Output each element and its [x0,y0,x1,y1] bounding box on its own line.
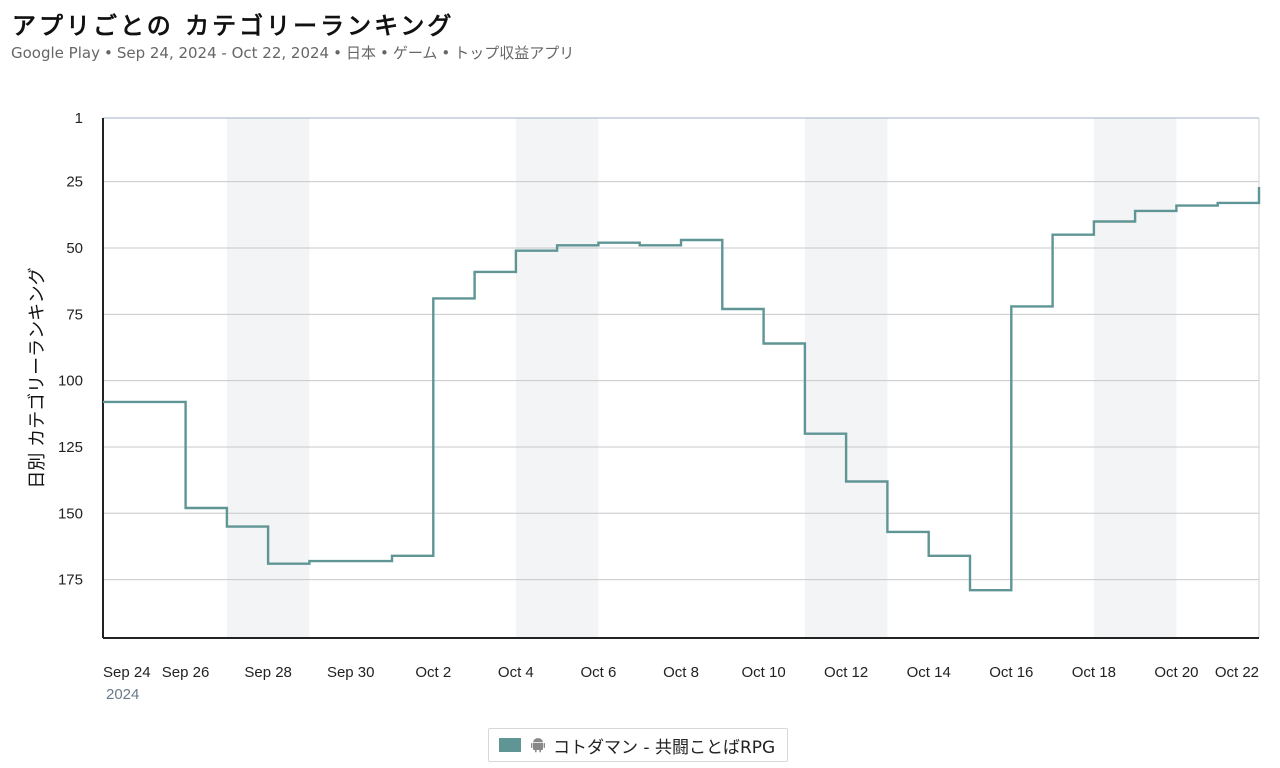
x-tick-label: Oct 2 [415,664,451,681]
data-point [779,339,789,349]
x-tick-label: Oct 20 [1154,664,1198,681]
data-point [738,304,748,314]
x-tick-label: Oct 8 [663,664,699,681]
subtitle-date-range: Sep 24, 2024 - Oct 22, 2024 [116,44,330,62]
data-point [1233,198,1243,208]
legend-label: コトダマン - 共闘ことばRPG [553,737,776,758]
subtitle-chart-type: トップ収益アプリ [454,44,575,62]
x-tick-label: Oct 12 [824,664,868,681]
y-tick-label: 1 [75,110,83,127]
data-point [408,551,418,561]
y-tick-label: 50 [66,240,83,257]
y-tick-label: 175 [58,572,83,589]
subtitle-store: Google Play [11,44,100,62]
subtitle-separator: • [441,44,451,62]
y-tick-label: 25 [66,174,83,191]
data-point [532,246,542,256]
weekend-band [1093,118,1177,638]
data-point [160,397,170,407]
y-axis-title: 日別 カテゴリーランキング [27,267,48,488]
data-point [986,585,996,595]
data-point [573,240,583,250]
data-point [243,522,253,532]
data-point [821,429,831,439]
chart-legend[interactable]: コトダマン - 共闘ことばRPG [488,728,789,762]
page-subtitle: Google Play • Sep 24, 2024 - Oct 22, 2024 •… [11,42,574,63]
data-point [366,556,376,566]
subtitle-separator: • [103,44,113,62]
subtitle-country: 日本 [345,44,376,62]
data-point [862,477,872,487]
x-tick-label: Oct 18 [1072,664,1116,681]
data-point [1192,201,1202,211]
x-tick-label: Sep 24 [103,664,151,681]
android-icon [531,738,545,753]
subtitle-category: ゲーム [392,44,438,62]
x-tick-label: Oct 22 [1215,664,1259,681]
data-point [201,503,211,513]
weekend-band [515,118,599,638]
series-line [103,187,1261,592]
data-point [119,397,129,407]
data-point [1027,301,1037,311]
x-tick-label: Oct 16 [989,664,1033,681]
data-point [944,551,954,561]
y-tick-label: 100 [58,373,83,390]
data-point [1110,217,1120,227]
data-point [490,267,500,277]
subtitle-separator: • [333,44,342,62]
data-point [1254,182,1264,192]
y-tick-label: 75 [66,306,83,323]
x-tick-label: Oct 14 [907,664,951,681]
data-point [903,527,913,537]
data-point [449,293,459,303]
x-tick-label: Oct 10 [741,664,785,681]
x-tick-label: Sep 30 [327,664,375,681]
legend-swatch [499,738,521,752]
data-point [655,240,665,250]
x-year-label: 2024 [106,686,139,703]
x-tick-label: Oct 6 [580,664,616,681]
x-tick-label: Sep 28 [244,664,292,681]
data-point [284,559,294,569]
data-point [697,235,707,245]
data-point [614,238,624,248]
x-tick-label: Sep 26 [162,664,210,681]
data-point [1068,230,1078,240]
y-tick-label: 125 [58,439,83,456]
subtitle-separator: • [379,44,389,62]
data-point [1151,206,1161,216]
data-point [325,556,335,566]
page-title: アプリごとの カテゴリーランキング [12,12,455,40]
x-tick-label: Oct 4 [498,664,534,681]
weekend-band [804,118,888,638]
y-tick-label: 150 [58,505,83,522]
